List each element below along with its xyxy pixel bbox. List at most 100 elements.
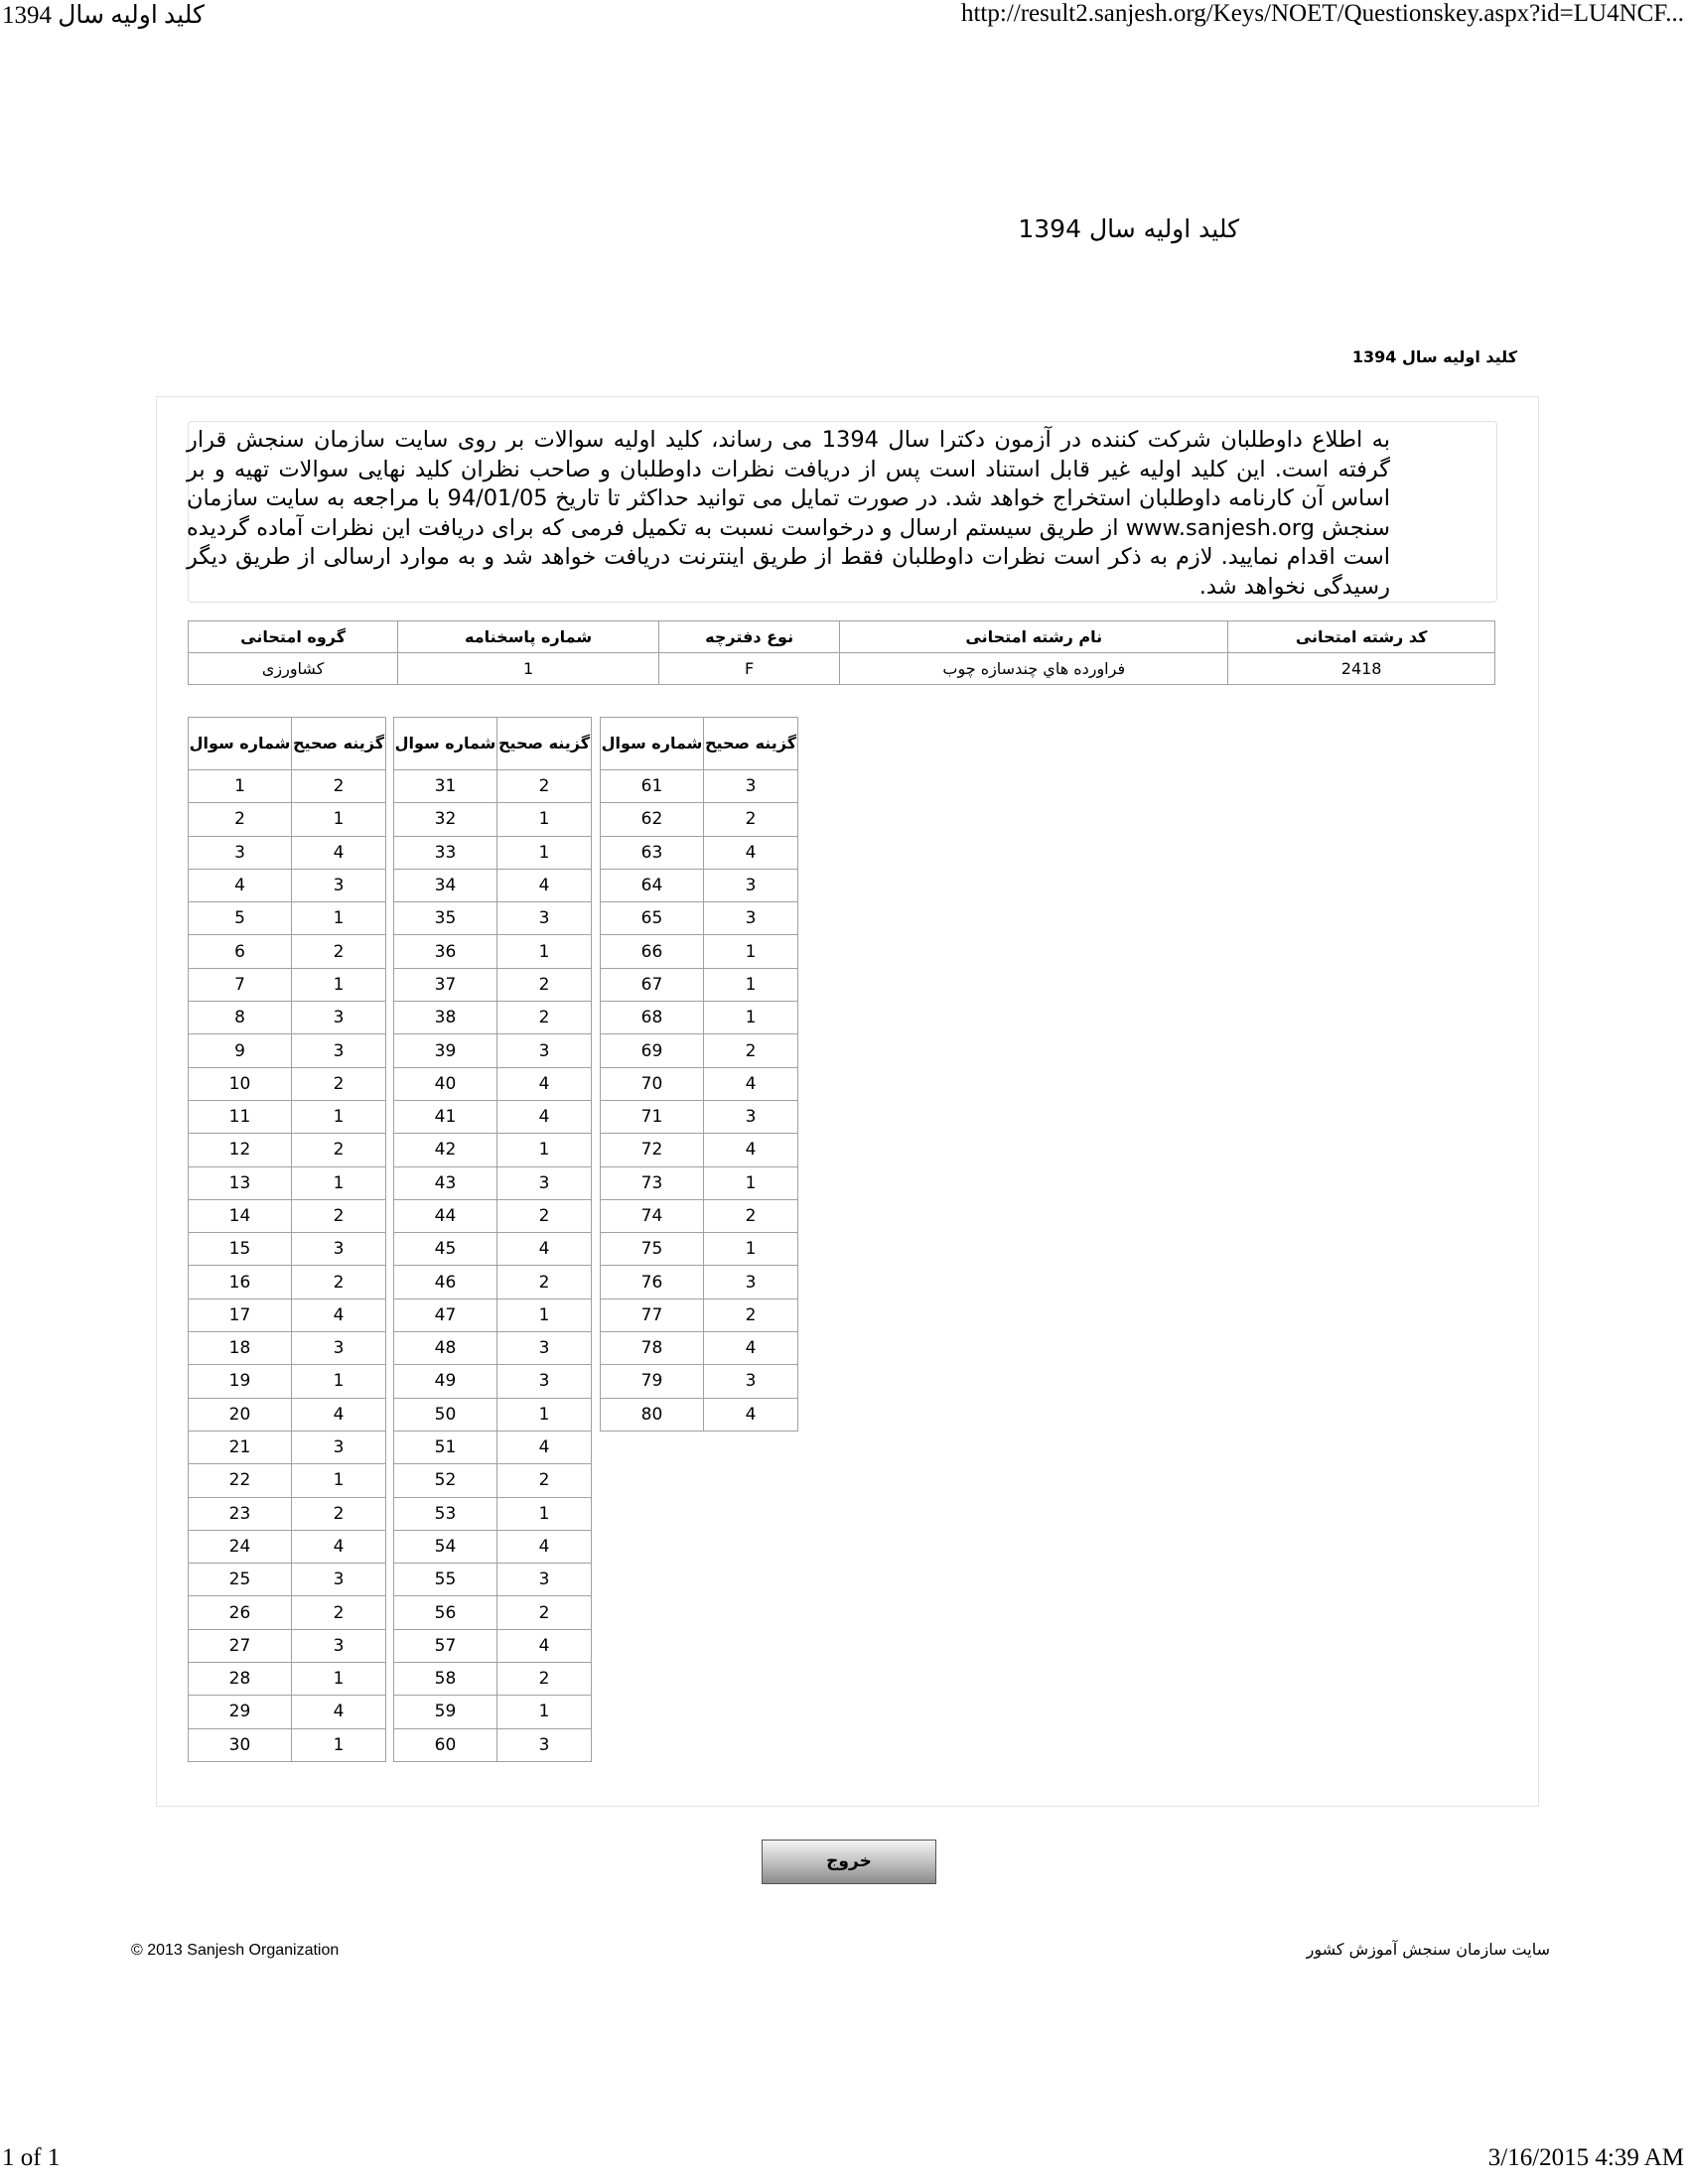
- key-row: 11 1: [188, 1099, 386, 1135]
- key-row: 72 4: [600, 1133, 798, 1167]
- question-number: 27: [188, 1628, 292, 1664]
- key-row: 55 3: [393, 1563, 592, 1597]
- question-number: 57: [393, 1628, 497, 1664]
- field-name: فراورده هاي چندسازه چوب: [839, 652, 1229, 685]
- key-row: 19 1: [188, 1364, 386, 1399]
- header-field-code: کد رشته امتحانی: [1227, 620, 1495, 653]
- question-number: 22: [188, 1463, 292, 1498]
- correct-option: 1: [496, 1297, 592, 1333]
- question-number: 7: [188, 967, 292, 1003]
- header-exam-group: گروه امتحانی: [187, 620, 399, 653]
- header-answer-sheet: شماره پاسخنامه: [397, 620, 659, 653]
- correct-option: 3: [496, 1727, 592, 1762]
- correct-option: 2: [496, 1463, 592, 1498]
- key-row: 69 2: [600, 1033, 798, 1068]
- correct-option: 4: [291, 1397, 386, 1432]
- question-number: 58: [393, 1662, 497, 1697]
- answer-sheet-number: 1: [397, 652, 659, 685]
- correct-option: 2: [703, 1198, 798, 1234]
- correct-option: 4: [703, 1133, 798, 1167]
- correct-option: 3: [496, 901, 592, 936]
- correct-option: 3: [291, 1033, 386, 1068]
- question-number: 80: [600, 1397, 704, 1432]
- question-number: 16: [188, 1265, 292, 1299]
- question-number: 79: [600, 1364, 704, 1399]
- correct-option: 4: [703, 835, 798, 870]
- correct-option: 2: [291, 1496, 386, 1531]
- key-row: 24 4: [188, 1529, 386, 1565]
- key-row: 68 1: [600, 1001, 798, 1035]
- question-number: 32: [393, 802, 497, 837]
- header-correct-option: گزینه صحیح: [703, 717, 798, 770]
- question-number: 62: [600, 802, 704, 837]
- question-number: 42: [393, 1133, 497, 1167]
- key-row: 34 4: [393, 868, 592, 903]
- print-url: http://result2.sanjesh.org/Keys/NOET/Que…: [960, 0, 1684, 27]
- key-header-row: شماره سوال گزینه صحیح: [188, 717, 386, 770]
- question-number: 67: [600, 967, 704, 1003]
- question-number: 73: [600, 1165, 704, 1200]
- key-row: 61 3: [600, 768, 798, 804]
- correct-option: 3: [496, 1563, 592, 1597]
- key-row: 47 1: [393, 1297, 592, 1333]
- key-row: 64 3: [600, 868, 798, 903]
- correct-option: 3: [496, 1165, 592, 1200]
- exam-info-table: کد رشته امتحانی نام رشته امتحانی نوع دفت…: [187, 620, 1495, 685]
- question-number: 34: [393, 868, 497, 903]
- site-link[interactable]: سایت سازمان سنجش آموزش کشور: [1306, 1940, 1550, 1959]
- exam-group: کشاورزی: [187, 652, 399, 685]
- key-row: 17 4: [188, 1297, 386, 1333]
- correct-option: 3: [291, 1563, 386, 1597]
- key-row: 29 4: [188, 1695, 386, 1729]
- question-number: 63: [600, 835, 704, 870]
- question-number: 70: [600, 1066, 704, 1101]
- correct-option: 1: [291, 1662, 386, 1697]
- key-row: 71 3: [600, 1099, 798, 1135]
- question-number: 17: [188, 1297, 292, 1333]
- correct-option: 1: [291, 901, 386, 936]
- question-number: 35: [393, 901, 497, 936]
- print-page-title: کلید اولیه سال 1394: [2, 2, 205, 29]
- key-row: 50 1: [393, 1397, 592, 1432]
- correct-option: 2: [291, 1595, 386, 1630]
- correct-option: 2: [291, 768, 386, 804]
- question-number: 28: [188, 1662, 292, 1697]
- answer-key-table-3: شماره سوال گزینه صحیح 61 3 62 2 63 4 64 3 65 3 66 1 67…: [600, 717, 798, 1432]
- correct-option: 1: [496, 1496, 592, 1531]
- key-row: 15 3: [188, 1232, 386, 1267]
- correct-option: 4: [291, 835, 386, 870]
- header-field-name: نام رشته امتحانی: [839, 620, 1229, 653]
- key-row: 62 2: [600, 802, 798, 837]
- question-number: 44: [393, 1198, 497, 1234]
- key-row: 70 4: [600, 1066, 798, 1101]
- question-number: 78: [600, 1331, 704, 1366]
- notice-text: به اطلاع داوطلبان شرکت کننده در آزمون دک…: [187, 427, 1390, 600]
- correct-option: 2: [291, 934, 386, 969]
- correct-option: 2: [496, 1265, 592, 1299]
- key-row: 32 1: [393, 802, 592, 837]
- exit-button[interactable]: خروج: [762, 1840, 936, 1884]
- correct-option: 3: [291, 1001, 386, 1035]
- print-page-count: 1 of 1: [2, 2144, 61, 2171]
- correct-option: 1: [703, 934, 798, 969]
- key-row: 40 4: [393, 1066, 592, 1101]
- question-number: 24: [188, 1529, 292, 1565]
- key-row: 49 3: [393, 1364, 592, 1399]
- key-row: 74 2: [600, 1198, 798, 1234]
- question-number: 43: [393, 1165, 497, 1200]
- key-row: 58 2: [393, 1662, 592, 1697]
- question-number: 20: [188, 1397, 292, 1432]
- key-row: 52 2: [393, 1463, 592, 1498]
- correct-option: 2: [496, 1595, 592, 1630]
- key-row: 65 3: [600, 901, 798, 936]
- correct-option: 2: [496, 967, 592, 1003]
- correct-option: 4: [703, 1066, 798, 1101]
- key-row: 53 1: [393, 1496, 592, 1531]
- correct-option: 2: [291, 1265, 386, 1299]
- key-header-row: شماره سوال گزینه صحیح: [600, 717, 798, 770]
- key-row: 63 4: [600, 835, 798, 870]
